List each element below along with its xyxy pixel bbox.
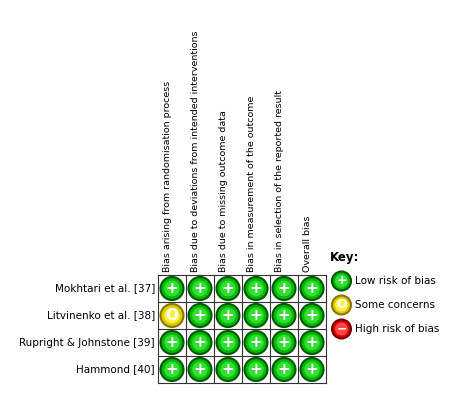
Circle shape xyxy=(335,275,348,288)
Text: −: − xyxy=(336,322,347,335)
Circle shape xyxy=(245,277,267,300)
Text: O: O xyxy=(336,298,347,311)
Circle shape xyxy=(248,335,264,350)
Circle shape xyxy=(164,335,180,350)
Circle shape xyxy=(161,277,183,300)
Text: +: + xyxy=(278,335,291,350)
Circle shape xyxy=(273,277,295,300)
Text: +: + xyxy=(165,281,178,296)
Circle shape xyxy=(217,277,239,300)
Circle shape xyxy=(189,304,211,327)
Circle shape xyxy=(248,308,264,323)
Text: +: + xyxy=(193,362,206,377)
Circle shape xyxy=(276,308,292,323)
Circle shape xyxy=(164,308,180,323)
Text: Low risk of bias: Low risk of bias xyxy=(355,276,436,286)
Text: Litvinenko et al. [38]: Litvinenko et al. [38] xyxy=(47,311,155,320)
Text: Bias due to missing outcome data: Bias due to missing outcome data xyxy=(219,110,228,272)
Text: +: + xyxy=(278,308,291,323)
Circle shape xyxy=(192,281,208,296)
Circle shape xyxy=(332,320,351,339)
Text: High risk of bias: High risk of bias xyxy=(355,324,439,334)
Circle shape xyxy=(192,362,208,377)
Text: Bias arising from randomisation process: Bias arising from randomisation process xyxy=(163,81,172,272)
Text: +: + xyxy=(278,362,291,377)
Circle shape xyxy=(217,304,239,327)
Text: +: + xyxy=(250,362,263,377)
Circle shape xyxy=(220,362,236,377)
Circle shape xyxy=(189,331,211,354)
Text: +: + xyxy=(165,362,178,377)
Text: +: + xyxy=(306,281,319,296)
Circle shape xyxy=(304,281,320,296)
Circle shape xyxy=(276,362,292,377)
Circle shape xyxy=(332,296,351,315)
Text: +: + xyxy=(222,335,234,350)
Circle shape xyxy=(301,304,323,327)
Circle shape xyxy=(301,277,323,300)
Text: +: + xyxy=(250,335,263,350)
Text: +: + xyxy=(165,335,178,350)
Circle shape xyxy=(273,331,295,354)
Text: +: + xyxy=(193,281,206,296)
Text: +: + xyxy=(222,281,234,296)
Text: Rupright & Johnstone [39]: Rupright & Johnstone [39] xyxy=(19,337,155,347)
Circle shape xyxy=(301,358,323,381)
Text: Bias due to deviations from intended interventions: Bias due to deviations from intended int… xyxy=(191,30,200,272)
Circle shape xyxy=(335,322,348,335)
Text: +: + xyxy=(193,335,206,350)
Text: +: + xyxy=(306,308,319,323)
Circle shape xyxy=(248,281,264,296)
Text: +: + xyxy=(193,308,206,323)
Text: Overall bias: Overall bias xyxy=(303,215,312,272)
Circle shape xyxy=(276,335,292,350)
Text: Hammond [40]: Hammond [40] xyxy=(76,364,155,375)
Circle shape xyxy=(161,331,183,354)
Text: +: + xyxy=(222,308,234,323)
Text: +: + xyxy=(306,362,319,377)
Circle shape xyxy=(164,281,180,296)
Circle shape xyxy=(245,304,267,327)
Circle shape xyxy=(161,358,183,381)
Text: O: O xyxy=(165,308,178,323)
Circle shape xyxy=(273,358,295,381)
Circle shape xyxy=(220,308,236,323)
Text: +: + xyxy=(250,308,263,323)
Circle shape xyxy=(245,358,267,381)
Text: +: + xyxy=(306,335,319,350)
Circle shape xyxy=(192,335,208,350)
Text: +: + xyxy=(336,275,347,288)
Circle shape xyxy=(304,335,320,350)
Circle shape xyxy=(304,362,320,377)
Circle shape xyxy=(273,304,295,327)
Circle shape xyxy=(189,277,211,300)
Circle shape xyxy=(192,308,208,323)
Circle shape xyxy=(335,298,348,311)
Circle shape xyxy=(301,331,323,354)
Circle shape xyxy=(304,308,320,323)
Text: Bias in selection of the reported result: Bias in selection of the reported result xyxy=(275,90,284,272)
Circle shape xyxy=(217,358,239,381)
Text: Key:: Key: xyxy=(330,251,359,264)
Circle shape xyxy=(220,281,236,296)
Circle shape xyxy=(276,281,292,296)
Text: +: + xyxy=(278,281,291,296)
Circle shape xyxy=(217,331,239,354)
Text: Bias in measurement of the outcome: Bias in measurement of the outcome xyxy=(247,96,256,272)
Circle shape xyxy=(248,362,264,377)
Text: +: + xyxy=(250,281,263,296)
Circle shape xyxy=(161,304,183,327)
Text: +: + xyxy=(222,362,234,377)
Circle shape xyxy=(164,362,180,377)
Circle shape xyxy=(220,335,236,350)
Circle shape xyxy=(245,331,267,354)
Text: Some concerns: Some concerns xyxy=(355,300,435,310)
Text: Mokhtari et al. [37]: Mokhtari et al. [37] xyxy=(55,284,155,294)
Circle shape xyxy=(189,358,211,381)
Circle shape xyxy=(332,271,351,290)
